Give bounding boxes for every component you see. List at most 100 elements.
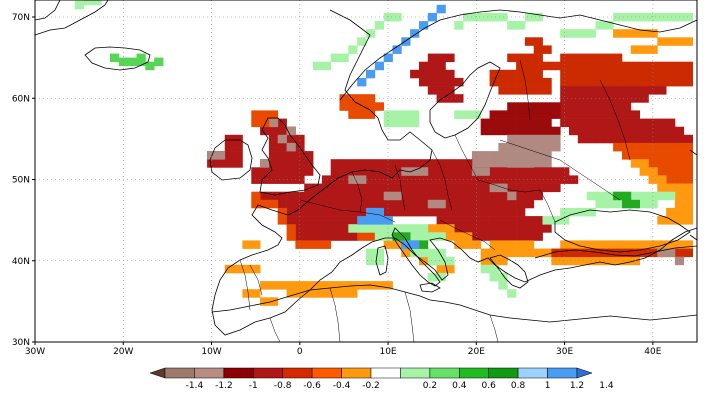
anomaly-cell [516,199,526,209]
anomaly-cell [286,216,296,225]
anomaly-cell [321,61,332,71]
anomaly-cell [542,45,552,54]
anomaly-cell [286,167,296,176]
anomaly-cell [613,126,623,136]
anomaly-cell [507,86,517,95]
anomaly-cell [427,61,437,71]
anomaly-cell [622,126,632,136]
anomaly-cell [233,264,243,274]
anomaly-cell [533,102,543,111]
anomaly-cell [286,151,296,160]
anomaly-cell [542,77,552,87]
anomaly-cell [401,240,411,249]
anomaly-cell [454,159,464,168]
anomaly-cell [507,207,517,217]
anomaly-cell [498,240,508,249]
anomaly-cell [657,216,667,225]
anomaly-cell [480,224,490,233]
anomaly-cell [304,289,314,298]
anomaly-cell [551,102,561,111]
anomaly-cell [622,110,632,119]
region-scandinavia-interior [410,53,464,103]
anomaly-cell [427,232,437,241]
anomaly-cell [286,281,296,290]
anomaly-cell [604,69,614,79]
anomaly-cell [260,281,270,290]
anomaly-cell [569,240,579,249]
anomaly-cell [374,21,384,30]
anomaly-cell [533,224,543,233]
anomaly-cell [392,45,402,54]
anomaly-cell [277,281,287,290]
anomaly-cell [410,191,420,201]
anomaly-cell [419,240,429,249]
anomaly-cell [330,207,340,217]
anomaly-cell [374,216,384,225]
anomaly-cell [622,77,632,87]
anomaly-cell [313,224,323,233]
anomaly-cell [366,94,376,103]
anomaly-cell [251,167,261,176]
anomaly-cell [427,77,437,87]
lon-tick-label: 10W [201,347,221,357]
anomaly-cell [622,29,632,38]
anomaly-cell [613,53,623,63]
anomaly-cell [498,216,508,225]
anomaly-cell [498,126,508,136]
anomaly-cell [357,102,367,111]
lat-tick-label: 70N [12,13,30,23]
anomaly-cell [313,289,323,298]
anomaly-cell [569,29,579,38]
anomaly-cell [480,207,490,217]
anomaly-cell [454,191,464,201]
anomaly-cell [83,0,93,6]
anomaly-cell [445,224,455,233]
anomaly-cell [516,61,526,71]
anomaly-cell [471,175,482,184]
map-frame [34,0,698,343]
anomaly-cell [622,61,632,71]
anomaly-cell [622,248,632,258]
anomaly-cell [321,199,332,209]
anomaly-cell [224,142,234,152]
lat-tick-label: 30N [12,338,30,348]
anomaly-cell [454,183,464,193]
anomaly-cell [507,118,517,128]
anomaly-cell [516,77,526,87]
anomaly-cell [524,61,535,71]
anomaly-cell [224,159,234,168]
anomaly-cell [674,191,685,201]
anomaly-cell [233,151,243,160]
anomaly-cell [657,240,667,249]
colorbar-label: 0.6 [482,381,497,391]
colorbar-label: 1 [545,381,551,391]
anomaly-cell [251,118,261,128]
anomaly-cell [489,69,499,79]
anomaly-cell [480,256,490,266]
anomaly-cell [648,191,658,201]
anomaly-cell [674,199,685,209]
anomaly-cell [118,57,129,67]
anomaly-cell [498,159,508,168]
anomaly-cell [383,167,393,176]
anomaly-cell [286,199,296,209]
anomaly-cell [666,248,676,258]
anomaly-cell [577,61,587,71]
anomaly-cell [507,102,517,111]
anomaly-cell [445,86,455,95]
anomaly-cell [577,53,587,63]
anomaly-cell [586,86,596,95]
anomaly-cell [613,118,623,128]
anomaly-cell [533,110,543,119]
anomaly-cell [260,126,270,136]
anomaly-cell [674,126,685,136]
anomaly-cell [348,232,358,241]
anomaly-cell [242,240,252,249]
anomaly-cell [551,142,561,152]
anomaly-cell [436,264,446,274]
anomaly-cell [498,118,508,128]
anomaly-cell [339,224,349,233]
anomaly-cell [339,102,349,111]
anomaly-cell [613,86,623,95]
anomaly-cell [339,199,349,209]
